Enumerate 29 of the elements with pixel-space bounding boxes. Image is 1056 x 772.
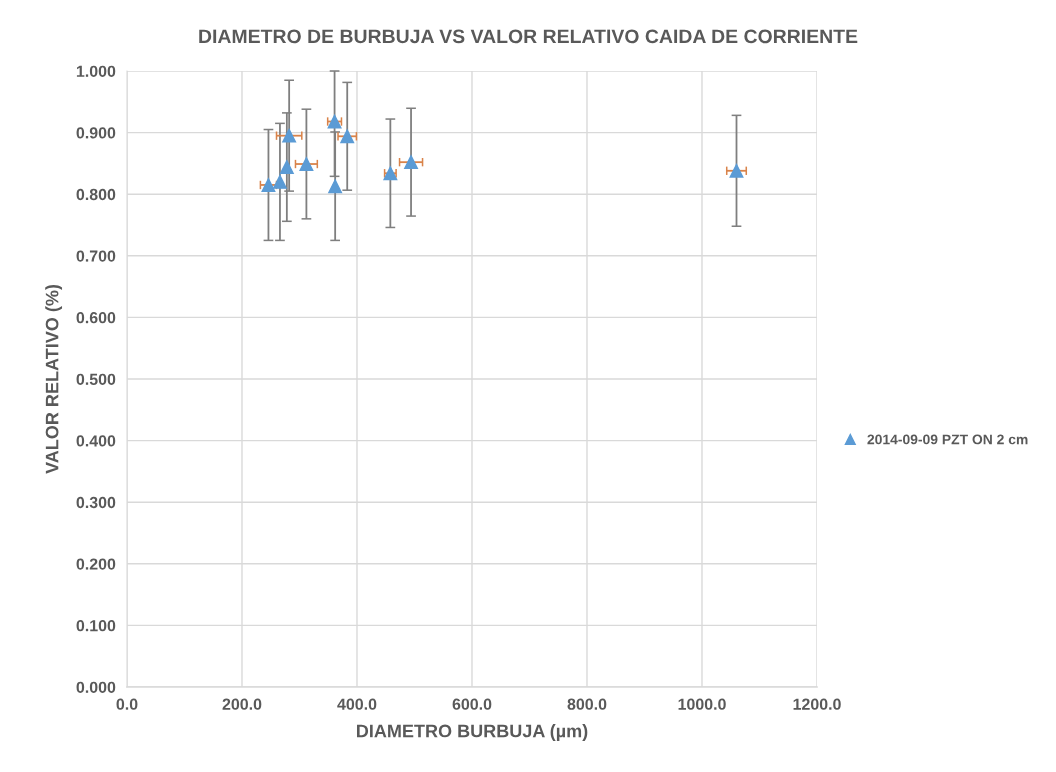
y-tick-label: 0.000: [76, 681, 116, 693]
x-tick-label: 800.0: [567, 698, 607, 710]
x-axis-title: DIAMETRO BURBUJA (µm): [357, 724, 588, 741]
y-tick-label: 0.900: [76, 127, 116, 139]
chart-title: DIAMETRO DE BURBUJA VS VALOR RELATIVO CAIDA DE CORRIENTE: [199, 29, 858, 44]
y-tick-label: 0.600: [76, 312, 116, 324]
x-tick-label: 200.0: [222, 698, 262, 710]
x-tick-label: 1000.0: [678, 698, 726, 710]
point: [279, 160, 294, 175]
y-tick-label: 0.200: [76, 558, 116, 570]
point: [282, 128, 297, 143]
point: [729, 163, 744, 178]
y-tick-label: 0.300: [76, 496, 116, 509]
y-tick-label: 1.000: [76, 65, 116, 77]
y-tick-label: 0.700: [76, 250, 116, 262]
y-tick-label: 0.100: [76, 620, 116, 632]
x-tick-label: 400.0: [337, 698, 377, 710]
point: [404, 155, 418, 170]
point: [328, 179, 343, 194]
point: [273, 174, 287, 189]
y-tick-label: 0.800: [76, 188, 116, 201]
y-axis-title: VALOR RELATIVO (%): [45, 284, 63, 474]
x-tick-label: 600.0: [452, 698, 492, 710]
legend-label: 2014-09-09 PZT ON 2 cm: [867, 434, 1028, 445]
x-tick-label: 1200.0: [793, 698, 841, 710]
y-tick-label: 0.400: [76, 435, 116, 447]
y-tick-label: 0.500: [76, 373, 116, 385]
x-tick-label: 0.0: [116, 698, 138, 710]
point: [299, 157, 314, 171]
